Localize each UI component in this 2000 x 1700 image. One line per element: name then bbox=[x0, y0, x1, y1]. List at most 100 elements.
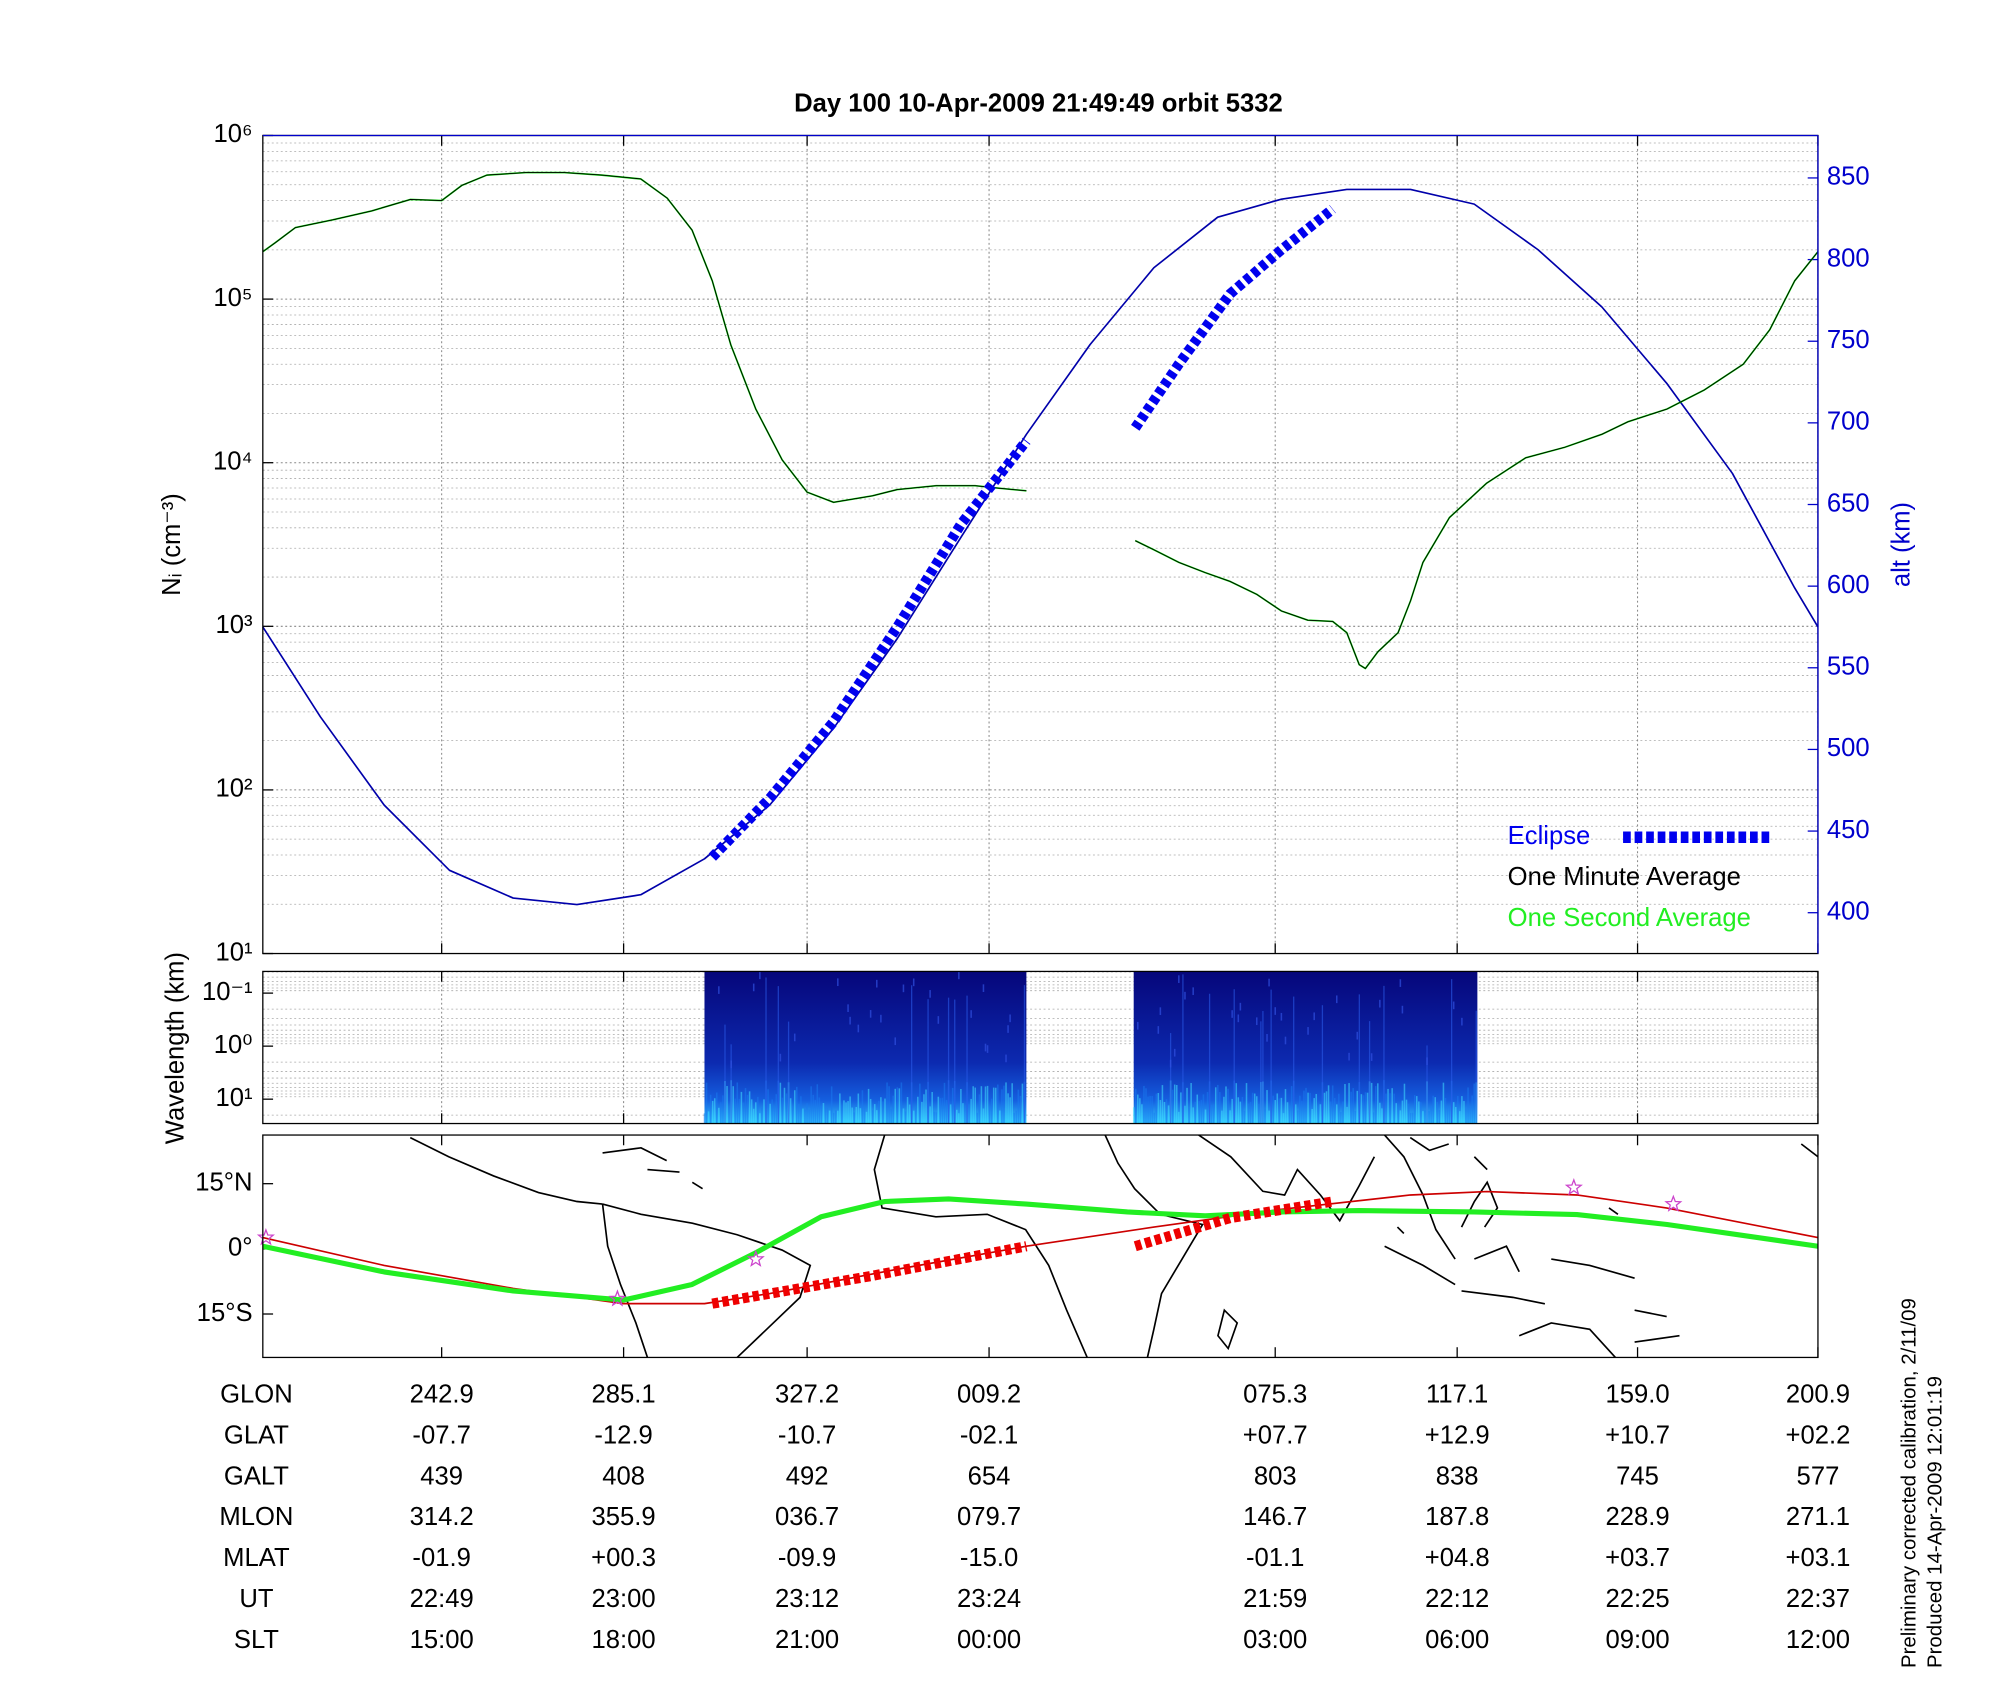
table-cell: 327.2 bbox=[775, 1381, 839, 1409]
table-cell: 117.1 bbox=[1426, 1381, 1488, 1409]
table-cell: -01.1 bbox=[1246, 1544, 1304, 1572]
table-cell: -02.1 bbox=[960, 1421, 1018, 1449]
y-axis-label: Nᵢ (cm⁻³) bbox=[158, 493, 186, 596]
row-label: UT bbox=[239, 1585, 274, 1613]
y-tick-label: 10³ bbox=[216, 611, 254, 639]
y-tick-label: 10⁵ bbox=[213, 284, 252, 312]
table-cell: 00:00 bbox=[957, 1626, 1021, 1654]
table-cell: 22:37 bbox=[1786, 1585, 1850, 1613]
y2-axis-label: alt (km) bbox=[1887, 502, 1915, 587]
y-tick-label: 10¹ bbox=[216, 938, 253, 966]
table-cell: 159.0 bbox=[1605, 1381, 1669, 1409]
table-cell: 06:00 bbox=[1425, 1626, 1489, 1654]
table-cell: -09.9 bbox=[778, 1544, 836, 1572]
table-cell: 355.9 bbox=[592, 1503, 656, 1531]
spectrogram-block bbox=[1132, 971, 1478, 1124]
table-cell: 745 bbox=[1616, 1462, 1659, 1490]
row-label: GLON bbox=[220, 1381, 293, 1409]
star-marker bbox=[746, 1249, 765, 1267]
star-marker bbox=[1564, 1178, 1583, 1196]
table-cell: 22:49 bbox=[410, 1585, 474, 1613]
y-tick-label: 10² bbox=[216, 775, 254, 803]
table-cell: 803 bbox=[1254, 1462, 1297, 1490]
table-cell: 285.1 bbox=[592, 1381, 656, 1409]
table-cell: +04.8 bbox=[1425, 1544, 1490, 1572]
table-cell: 23:24 bbox=[957, 1585, 1021, 1613]
table-cell: 654 bbox=[968, 1462, 1011, 1490]
table-cell: 09:00 bbox=[1605, 1626, 1669, 1654]
table-cell: 228.9 bbox=[1605, 1503, 1669, 1531]
y2-tick-label: 600 bbox=[1827, 571, 1870, 599]
legend-label: Eclipse bbox=[1508, 822, 1591, 850]
table-cell: -12.9 bbox=[594, 1421, 652, 1449]
table-cell: +07.7 bbox=[1243, 1421, 1308, 1449]
table-cell: 146.7 bbox=[1243, 1503, 1307, 1531]
row-label: MLON bbox=[219, 1503, 293, 1531]
row-label: MLAT bbox=[223, 1544, 290, 1572]
y-tick-label: 10⁰ bbox=[214, 1031, 253, 1059]
coastlines bbox=[409, 1135, 1818, 1358]
table-cell: 577 bbox=[1797, 1462, 1840, 1490]
y2-tick-label: 500 bbox=[1827, 734, 1870, 762]
y-tick-label: 10⁻¹ bbox=[202, 978, 253, 1006]
y2-tick-label: 800 bbox=[1827, 244, 1870, 272]
data-line bbox=[262, 1196, 1819, 1303]
y2-tick-label: 650 bbox=[1827, 489, 1870, 517]
spectrogram-block bbox=[703, 971, 1027, 1124]
table-cell: 23:00 bbox=[592, 1585, 656, 1613]
row-label: GALT bbox=[224, 1462, 289, 1490]
y2-tick-label: 450 bbox=[1827, 816, 1870, 844]
y2-tick-label: 400 bbox=[1827, 898, 1870, 926]
y2-tick-label: 850 bbox=[1827, 163, 1870, 191]
data-line bbox=[262, 188, 1819, 906]
table-cell: +00.3 bbox=[591, 1544, 656, 1572]
table-cell: 187.8 bbox=[1425, 1503, 1489, 1531]
table-cell: 036.7 bbox=[775, 1503, 839, 1531]
y-tick-label: 0° bbox=[228, 1234, 253, 1262]
table-cell: 03:00 bbox=[1243, 1626, 1307, 1654]
y2-tick-label: 750 bbox=[1827, 326, 1870, 354]
table-cell: 492 bbox=[786, 1462, 829, 1490]
y-tick-label: 15°N bbox=[195, 1168, 252, 1196]
table-cell: 838 bbox=[1436, 1462, 1479, 1490]
table-cell: 439 bbox=[420, 1462, 463, 1490]
y-tick-label: 15°S bbox=[197, 1299, 253, 1327]
legend-label: One Minute Average bbox=[1508, 863, 1741, 891]
table-cell: -07.7 bbox=[412, 1421, 470, 1449]
table-cell: +02.2 bbox=[1786, 1421, 1851, 1449]
table-cell: 271.1 bbox=[1786, 1503, 1850, 1531]
plot-frame bbox=[262, 1134, 1819, 1359]
spectrogram-fill bbox=[704, 971, 1027, 1124]
data-line bbox=[711, 1196, 1334, 1309]
table-cell: 200.9 bbox=[1786, 1381, 1850, 1409]
plot-frame bbox=[262, 970, 1819, 1125]
footnote: Produced 14-Apr-2009 12:01:19 bbox=[1923, 1376, 1946, 1668]
table-cell: +10.7 bbox=[1605, 1421, 1670, 1449]
table-cell: 15:00 bbox=[410, 1626, 474, 1654]
footnote: Preliminary corrected calibration, 2/11/… bbox=[1898, 1298, 1921, 1668]
table-cell: 079.7 bbox=[957, 1503, 1021, 1531]
table-cell: +12.9 bbox=[1425, 1421, 1490, 1449]
table-cell: 22:12 bbox=[1425, 1585, 1489, 1613]
star-marker bbox=[256, 1228, 275, 1246]
data-line bbox=[262, 172, 1819, 669]
y-tick-label: 10¹ bbox=[216, 1084, 253, 1112]
table-cell: 12:00 bbox=[1786, 1626, 1850, 1654]
table-cell: +03.7 bbox=[1605, 1544, 1670, 1572]
table-cell: 009.2 bbox=[957, 1381, 1021, 1409]
table-cell: 075.3 bbox=[1243, 1381, 1307, 1409]
data-line bbox=[708, 204, 1336, 861]
table-cell: 314.2 bbox=[410, 1503, 474, 1531]
legend-label: One Second Average bbox=[1508, 904, 1751, 932]
y2-tick-label: 700 bbox=[1827, 408, 1870, 436]
y-tick-label: 10⁶ bbox=[213, 120, 252, 148]
star-marker bbox=[608, 1289, 627, 1307]
table-cell: 23:12 bbox=[775, 1585, 839, 1613]
table-cell: -10.7 bbox=[778, 1421, 836, 1449]
table-cell: 22:25 bbox=[1605, 1585, 1669, 1613]
data-line bbox=[262, 171, 1819, 670]
y-tick-label: 10⁴ bbox=[213, 447, 253, 475]
table-cell: -15.0 bbox=[960, 1544, 1018, 1572]
